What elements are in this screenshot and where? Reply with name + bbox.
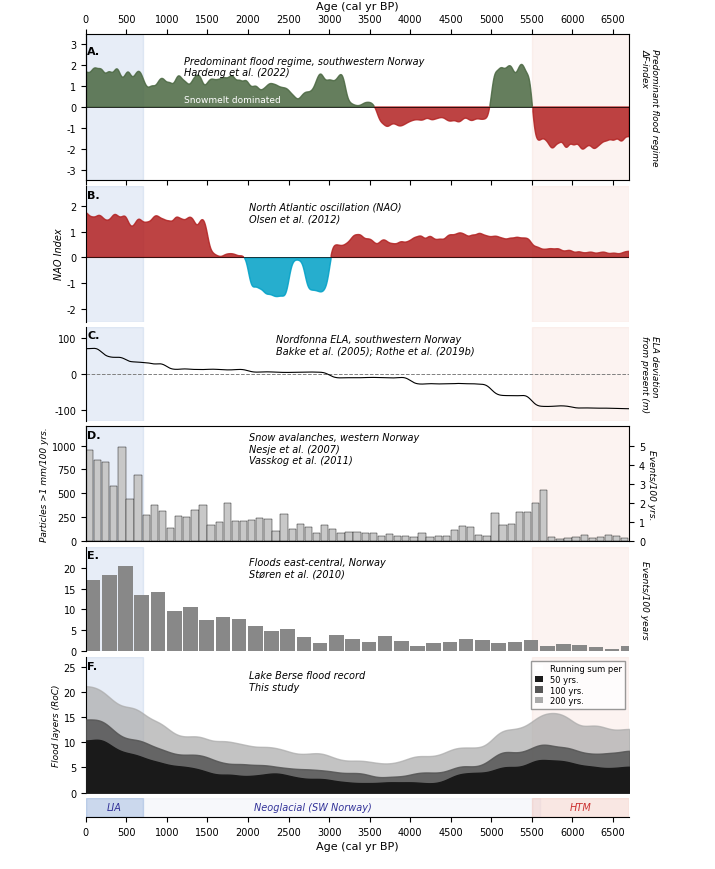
Text: Predominant flood regime
ΔF-index: Predominant flood regime ΔF-index — [640, 50, 659, 167]
Bar — [134, 595, 149, 652]
Bar — [459, 527, 466, 541]
Text: Floods east-central, Norway
Støren et al. (2010): Floods east-central, Norway Støren et al… — [249, 558, 385, 579]
X-axis label: Age (cal yr BP): Age (cal yr BP) — [316, 2, 399, 11]
Bar — [280, 629, 295, 652]
Bar — [110, 486, 117, 541]
Bar — [118, 448, 126, 541]
Text: A.: A. — [87, 46, 101, 56]
Bar — [548, 538, 556, 541]
Text: LIA: LIA — [107, 802, 122, 813]
Y-axis label: NAO Index: NAO Index — [54, 229, 64, 280]
Bar — [215, 522, 223, 541]
Bar — [337, 534, 345, 541]
Bar — [508, 524, 515, 541]
Bar — [272, 532, 280, 541]
Bar — [191, 510, 199, 541]
Bar — [621, 538, 628, 541]
Bar — [86, 798, 540, 817]
Bar — [394, 536, 401, 541]
Bar — [151, 506, 158, 541]
Bar — [532, 427, 629, 541]
Bar — [118, 567, 133, 652]
Text: Snow avalanches, western Norway
Nesje et al. (2007)
Vasskog et al. (2011): Snow avalanches, western Norway Nesje et… — [249, 433, 419, 466]
Bar — [621, 646, 636, 652]
Text: E.: E. — [87, 550, 99, 561]
Bar — [483, 537, 490, 541]
Bar — [232, 521, 239, 541]
Bar — [532, 657, 629, 793]
Y-axis label: Flood layers (RoC): Flood layers (RoC) — [51, 684, 61, 766]
Bar — [450, 530, 458, 541]
Bar — [232, 620, 247, 652]
Bar — [321, 526, 328, 541]
Bar — [256, 518, 263, 541]
Bar — [573, 646, 587, 652]
Bar — [199, 620, 214, 652]
Bar — [94, 461, 102, 541]
Bar — [532, 186, 629, 322]
Bar — [329, 635, 344, 652]
Bar — [540, 647, 555, 652]
Bar — [86, 328, 142, 421]
Legend: Running sum per, 50 yrs., 100 yrs., 200 yrs.: Running sum per, 50 yrs., 100 yrs., 200 … — [531, 661, 625, 709]
Text: HTM: HTM — [570, 802, 591, 813]
Bar — [86, 580, 100, 652]
Bar — [491, 514, 498, 541]
Bar — [588, 647, 603, 652]
Bar — [532, 328, 629, 421]
Bar — [86, 547, 142, 652]
Bar — [102, 575, 117, 652]
Bar — [605, 649, 619, 652]
Bar — [199, 506, 207, 541]
Bar — [370, 534, 377, 541]
Bar — [207, 525, 214, 541]
Bar — [215, 618, 230, 652]
Bar — [516, 513, 523, 541]
Bar — [345, 532, 352, 541]
Bar — [289, 529, 296, 541]
Text: ELA deviation
from present (m): ELA deviation from present (m) — [640, 336, 659, 413]
Bar — [280, 515, 287, 541]
Bar — [532, 798, 629, 817]
Bar — [248, 521, 255, 541]
Text: Events/100 years: Events/100 years — [640, 560, 649, 639]
Bar — [151, 592, 165, 652]
Bar — [613, 536, 621, 541]
Bar — [588, 538, 596, 541]
Bar — [467, 527, 474, 541]
Bar — [353, 533, 361, 541]
Text: F.: F. — [87, 661, 97, 671]
Text: Nordfonna ELA, southwestern Norway
Bakke et al. (2005); Rothe et al. (2019b): Nordfonna ELA, southwestern Norway Bakke… — [276, 335, 475, 356]
Bar — [159, 511, 166, 541]
Text: Predominant flood regime, southwestern Norway
Hardeng et al. (2022): Predominant flood regime, southwestern N… — [184, 56, 424, 78]
Bar — [175, 516, 182, 541]
Bar — [297, 637, 311, 652]
Bar — [564, 538, 571, 541]
Text: Rainfall dominated: Rainfall dominated — [184, 140, 270, 149]
Bar — [127, 500, 134, 541]
Bar — [556, 540, 563, 541]
Bar — [573, 537, 580, 541]
Bar — [597, 537, 604, 541]
Bar — [410, 646, 425, 652]
Bar — [329, 529, 337, 541]
Text: Neoglacial (SW Norway): Neoglacial (SW Norway) — [254, 802, 372, 813]
Bar — [265, 632, 279, 652]
Bar — [524, 513, 531, 541]
Bar — [167, 528, 174, 541]
Bar — [524, 640, 538, 652]
Bar — [362, 534, 369, 541]
Bar — [240, 521, 247, 541]
Bar — [167, 612, 182, 652]
Text: Snowmelt dominated: Snowmelt dominated — [184, 96, 280, 105]
Text: B.: B. — [87, 190, 100, 201]
Bar — [402, 536, 410, 541]
Bar — [556, 645, 571, 652]
Bar — [475, 640, 490, 652]
Bar — [248, 627, 262, 652]
Text: C.: C. — [87, 330, 100, 341]
Bar — [532, 504, 539, 541]
Bar — [540, 490, 547, 541]
Bar — [313, 643, 327, 652]
Bar — [142, 516, 150, 541]
